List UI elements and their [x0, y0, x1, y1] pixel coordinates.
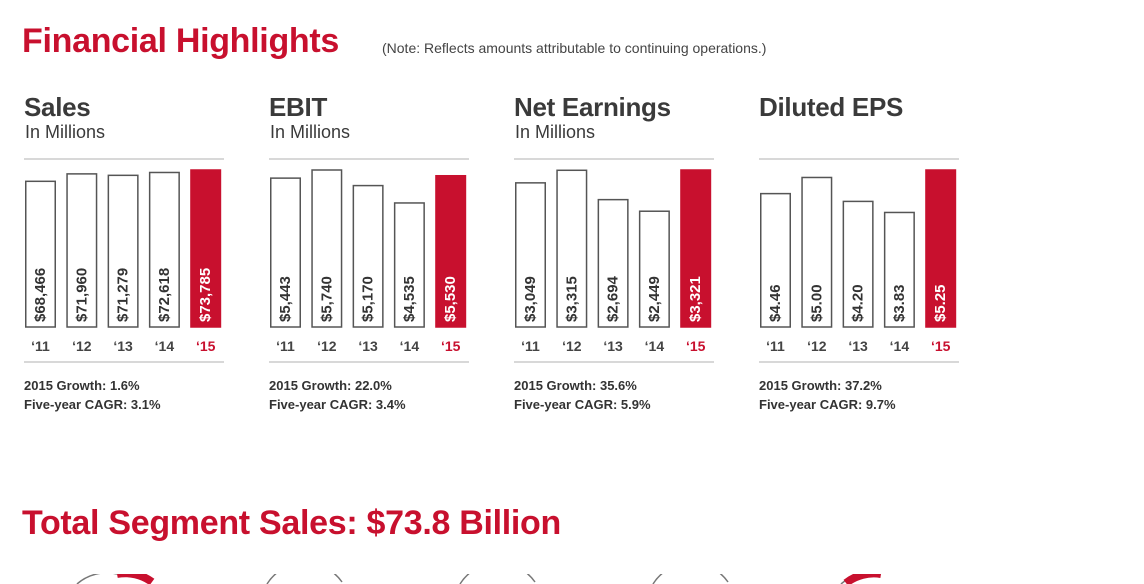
- x-tick-label: ‘15: [686, 338, 706, 354]
- x-tick-label: ‘13: [848, 338, 868, 354]
- x-tick-label: ‘14: [890, 338, 910, 354]
- growth-stat: 2015 Growth: 35.6%: [514, 378, 637, 393]
- bar-value-label: $3.83: [891, 284, 908, 322]
- chart-title: Diluted EPS: [759, 92, 904, 122]
- x-tick-label: ‘11: [521, 338, 540, 354]
- growth-stat: 2015 Growth: 1.6%: [24, 378, 140, 393]
- segment-pie-partial: [652, 574, 729, 584]
- x-tick-label: ‘15: [931, 338, 951, 354]
- x-tick-label: ‘15: [196, 338, 216, 354]
- bar-value-label: $4.20: [850, 284, 867, 322]
- segment-pie-partial: [266, 574, 343, 584]
- segment-pie-partial: [840, 574, 881, 584]
- bar-value-label: $71,279: [115, 268, 132, 322]
- bar: [190, 169, 222, 328]
- bar-value-label: $5,530: [442, 276, 459, 322]
- bar-value-label: $71,960: [73, 268, 90, 322]
- chart-panel-net-earnings: Net Earnings In Millions $3,049 ‘11 $3,315…: [514, 92, 719, 422]
- x-tick-label: ‘12: [72, 338, 92, 354]
- bar: [393, 202, 425, 328]
- segment-pie-partial: [459, 574, 536, 584]
- page-title: Financial Highlights: [22, 22, 340, 60]
- bar: [842, 200, 874, 328]
- x-tick-label: ‘11: [766, 338, 785, 354]
- bar: [311, 169, 343, 328]
- chart-panel-diluted-eps: Diluted EPS $4.46 ‘11 $5.00 ‘12 $4.20 ‘13 $3.8…: [759, 92, 964, 422]
- x-tick-label: ‘14: [645, 338, 665, 354]
- bar: [515, 182, 546, 328]
- bar-value-label: $3,315: [563, 276, 580, 322]
- cagr-stat: Five-year CAGR: 3.4%: [269, 397, 406, 412]
- bar-value-label: $4,535: [401, 276, 418, 322]
- bar-value-label: $5.25: [932, 284, 949, 322]
- x-tick-label: ‘11: [31, 338, 50, 354]
- page-note: (Note: Reflects amounts attributable to …: [382, 40, 767, 56]
- bar: [760, 192, 791, 328]
- x-tick-label: ‘12: [807, 338, 827, 354]
- x-tick-label: ‘11: [276, 338, 295, 354]
- x-tick-label: ‘13: [603, 338, 623, 354]
- bar-value-label: $3,321: [687, 276, 704, 322]
- bar-chart-net-earnings: $3,049 ‘11 $3,315 ‘12 $2,694 ‘13 $2,449 ‘14 $3,3…: [514, 158, 714, 363]
- bar: [435, 174, 467, 328]
- bar: [25, 180, 56, 328]
- bar-value-label: $73,785: [197, 268, 214, 322]
- chart-unit: In Millions: [515, 122, 596, 142]
- bar: [883, 211, 915, 328]
- chart-unit: In Millions: [270, 122, 351, 142]
- bar: [801, 176, 833, 328]
- cagr-stat: Five-year CAGR: 3.1%: [24, 397, 161, 412]
- segment-pie-partial: [76, 574, 155, 584]
- chart-panel-ebit: EBIT In Millions $5,443 ‘11 $5,740 ‘12 $5,17…: [269, 92, 474, 422]
- bar-chart-ebit: $5,443 ‘11 $5,740 ‘12 $5,170 ‘13 $4,535 ‘14 $5,5…: [269, 158, 469, 363]
- bar-value-label: $2,449: [646, 276, 663, 322]
- bar-value-label: $4.46: [767, 284, 784, 322]
- chart-title: EBIT: [269, 92, 328, 122]
- chart-title: Net Earnings: [514, 92, 671, 122]
- bar: [66, 173, 98, 328]
- bar-value-label: $5,740: [318, 276, 335, 322]
- bar-value-label: $72,618: [156, 268, 173, 322]
- x-tick-label: ‘12: [562, 338, 582, 354]
- x-tick-label: ‘13: [358, 338, 378, 354]
- bar: [270, 177, 301, 328]
- bar: [680, 169, 712, 328]
- growth-stat: 2015 Growth: 37.2%: [759, 378, 882, 393]
- growth-stat: 2015 Growth: 22.0%: [269, 378, 392, 393]
- bar: [107, 174, 139, 328]
- chart-panel-sales: Sales In Millions $68,466 ‘11 $71,960 ‘12 $7…: [24, 92, 229, 422]
- cagr-stat: Five-year CAGR: 9.7%: [759, 397, 896, 412]
- bar-value-label: $5.00: [808, 284, 825, 322]
- chart-title: Sales: [24, 92, 91, 122]
- bar-value-label: $68,466: [32, 268, 49, 322]
- bar-chart-sales: $68,466 ‘11 $71,960 ‘12 $71,279 ‘13 $72,618 ‘14…: [24, 158, 224, 363]
- bar-value-label: $2,694: [605, 275, 622, 322]
- bar: [352, 184, 384, 328]
- bar-value-label: $5,170: [360, 276, 377, 322]
- bar: [556, 169, 588, 328]
- bar: [638, 210, 670, 328]
- segment-sales-title: Total Segment Sales: $73.8 Billion: [22, 504, 561, 542]
- bar-value-label: $5,443: [277, 276, 294, 322]
- x-tick-label: ‘13: [113, 338, 133, 354]
- bar-chart-diluted-eps: $4.46 ‘11 $5.00 ‘12 $4.20 ‘13 $3.83 ‘14 $5.25 ‘15: [759, 158, 959, 363]
- x-tick-label: ‘12: [317, 338, 337, 354]
- bar: [148, 171, 180, 328]
- chart-unit: In Millions: [25, 122, 106, 142]
- bar: [597, 198, 629, 328]
- bar-value-label: $3,049: [522, 276, 539, 322]
- cagr-stat: Five-year CAGR: 5.9%: [514, 397, 651, 412]
- x-tick-label: ‘15: [441, 338, 461, 354]
- x-tick-label: ‘14: [400, 338, 420, 354]
- bar: [925, 169, 957, 328]
- x-tick-label: ‘14: [155, 338, 175, 354]
